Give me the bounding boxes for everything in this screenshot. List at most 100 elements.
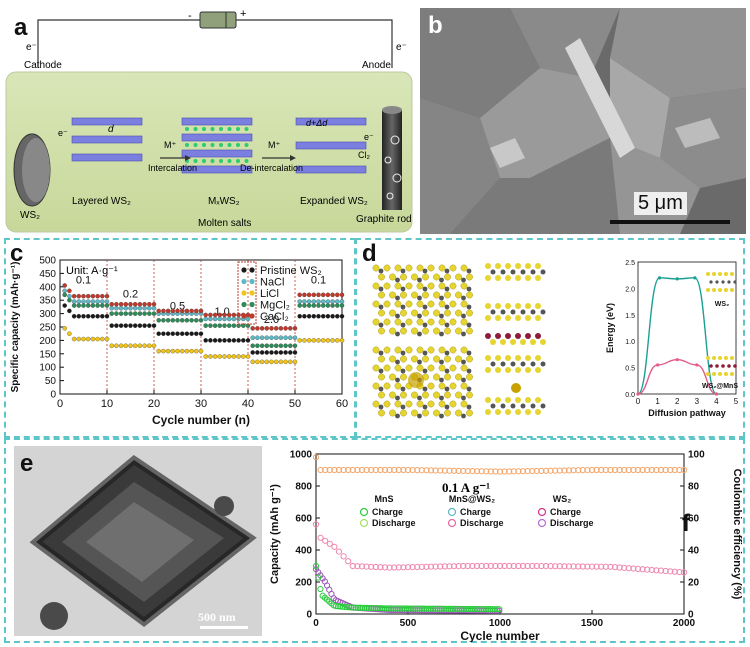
sulfur-atom: [372, 318, 380, 326]
data-point: [241, 354, 246, 359]
data-point: [100, 314, 105, 319]
x-tick-label: 1500: [581, 618, 604, 629]
data-point: [561, 467, 568, 474]
data-point: [236, 338, 241, 343]
data-point: [208, 323, 213, 328]
data-point: [671, 568, 678, 575]
data-point: [62, 283, 67, 288]
data-point: [151, 305, 157, 311]
y2-tick-label: 40: [688, 546, 700, 557]
tungsten-atom: [540, 309, 546, 315]
data-point: [175, 331, 180, 336]
electron-left-label: e⁻: [26, 42, 37, 53]
tungsten-atom: [510, 309, 516, 315]
data-point: [561, 563, 568, 570]
data-point: [325, 338, 331, 343]
data-point: [421, 605, 428, 612]
data-point: [259, 350, 265, 355]
legend-marker: [241, 301, 247, 308]
sulfur-atom: [718, 356, 722, 360]
sulfur-atom: [515, 263, 521, 269]
data-point: [325, 314, 331, 319]
data-point: [400, 466, 407, 474]
data-point: [330, 314, 335, 319]
data-point: [363, 466, 370, 474]
data-point: [62, 288, 67, 294]
legend-marker: [359, 518, 369, 528]
data-point: [100, 336, 105, 342]
data-point: [432, 563, 439, 570]
sulfur-atom: [416, 318, 424, 326]
data-point: [132, 343, 138, 349]
data-point: [283, 350, 288, 355]
y-tick-label: 150: [39, 349, 56, 360]
data-point: [465, 605, 472, 613]
data-point: [259, 359, 265, 365]
data-point: [217, 312, 223, 318]
tungsten-atom: [439, 295, 444, 301]
sulfur-atom: [466, 291, 473, 299]
sulfur-atom: [455, 309, 462, 317]
data-point: [222, 316, 227, 322]
data-point: [292, 343, 298, 349]
data-point: [137, 301, 143, 307]
plot-frame: [315, 453, 685, 615]
cation-dot: [210, 143, 215, 147]
data-point: [76, 299, 82, 304]
sulfur-atom: [438, 318, 446, 326]
sulfur-atom: [427, 318, 435, 326]
data-point: [565, 563, 573, 570]
sulfur-atom: [449, 300, 457, 308]
x-tick-label: 60: [336, 398, 348, 410]
molten-salts-label: Molten salts: [198, 218, 252, 229]
data-point: [377, 564, 384, 571]
data-point: [399, 605, 406, 612]
data-point: [460, 467, 467, 475]
sulfur-atom: [422, 409, 429, 417]
data-point: [147, 301, 152, 307]
data-point: [161, 308, 166, 314]
sulfur-atom: [485, 315, 491, 321]
sulfur-atom: [500, 339, 506, 345]
inset-label-ws2: WS₂: [715, 301, 729, 308]
data-point: [395, 564, 402, 571]
data-point: [283, 335, 288, 340]
data-point: [212, 316, 218, 322]
sulfur-atom: [460, 300, 468, 308]
sulfur-atom: [444, 309, 451, 317]
sulfur-atom: [535, 275, 541, 281]
tungsten-atom: [400, 322, 406, 328]
data-point: [175, 348, 180, 354]
tungsten-atom: [709, 280, 713, 284]
data-point: [437, 467, 444, 474]
data-point: [194, 331, 199, 336]
x-axis-label: Cycle number (n): [152, 413, 250, 427]
data-point: [236, 316, 241, 322]
data-point: [332, 603, 339, 610]
sulfur-atom: [460, 318, 468, 326]
data-point: [510, 562, 517, 570]
data-point: [231, 316, 237, 322]
sulfur-atom: [515, 409, 521, 415]
data-point: [231, 323, 237, 328]
data-point: [379, 605, 386, 612]
tungsten-atom: [378, 368, 384, 374]
sulfur-atom: [416, 346, 424, 354]
data-point: [306, 338, 312, 343]
y-tick-label: 0: [306, 610, 312, 621]
data-point: [67, 331, 72, 336]
data-point: [432, 605, 439, 612]
tungsten-atom: [466, 304, 472, 310]
data-point: [458, 605, 465, 613]
data-point: [407, 605, 415, 612]
tungsten-atom: [422, 322, 428, 328]
data-point: [292, 350, 298, 355]
data-point: [175, 308, 180, 314]
data-point: [311, 338, 317, 343]
tungsten-atom: [510, 269, 516, 275]
tungsten-atom: [439, 277, 444, 283]
data-point: [381, 605, 388, 612]
data-point: [302, 338, 307, 343]
data-point: [320, 338, 326, 343]
data-point: [179, 318, 185, 323]
